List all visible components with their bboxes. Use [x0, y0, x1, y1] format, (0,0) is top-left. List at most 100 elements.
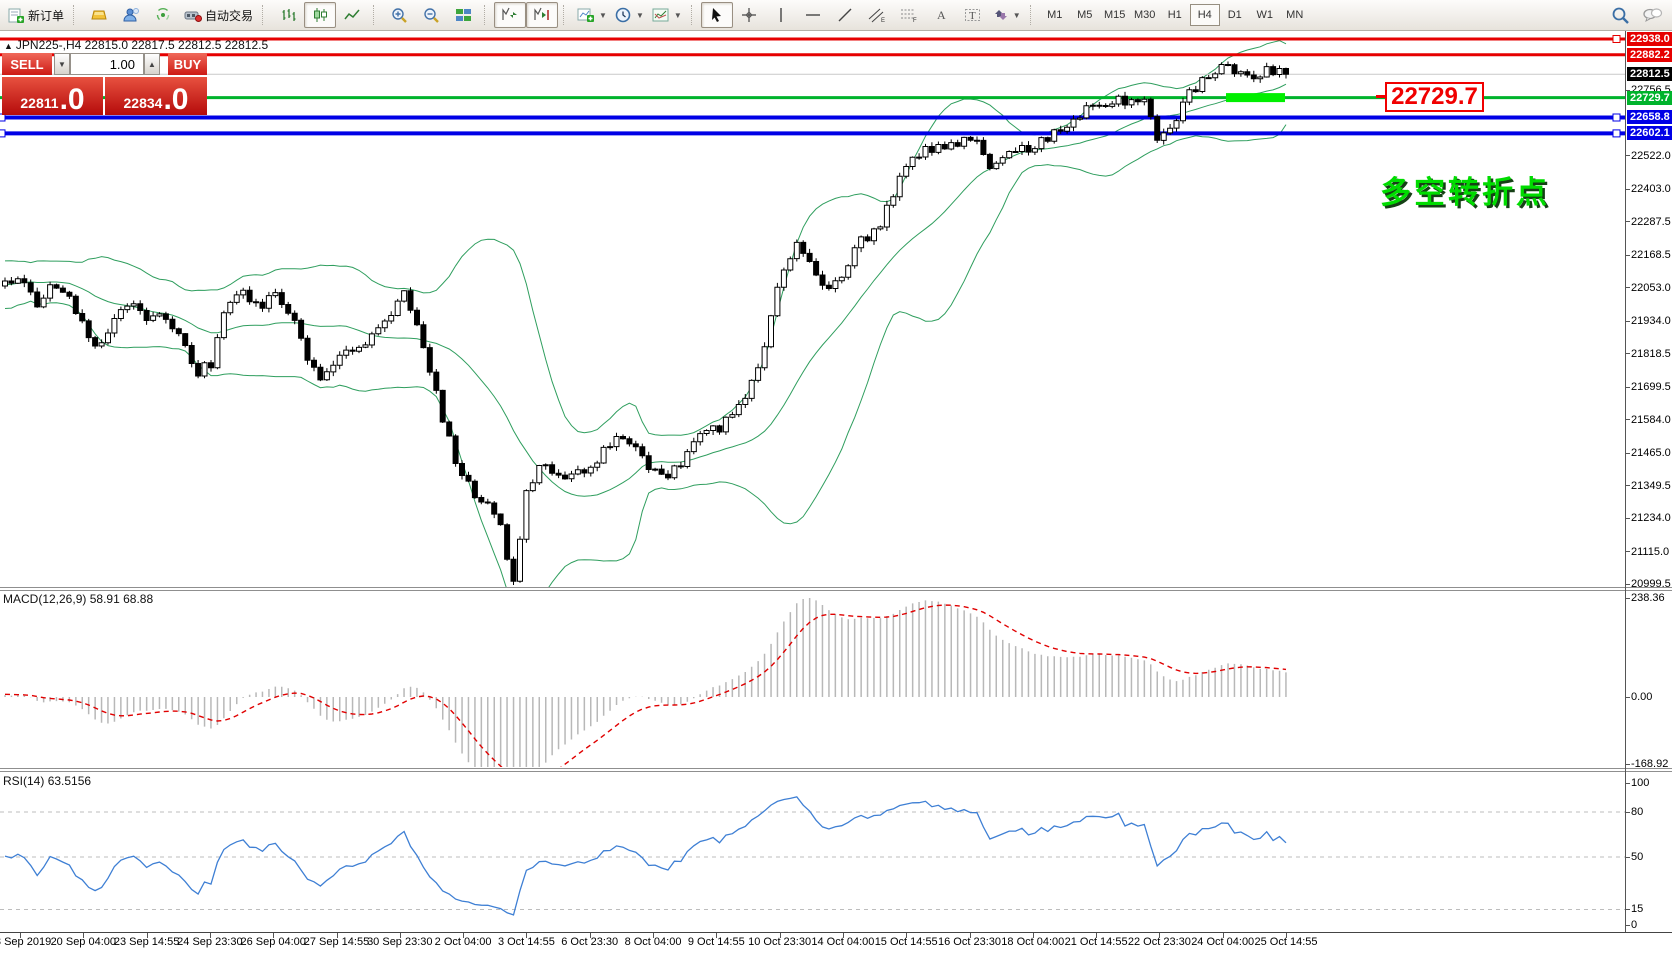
sell-button[interactable]: SELL: [2, 53, 52, 75]
tile-windows-button[interactable]: [447, 2, 479, 28]
timeframe-m30-button[interactable]: M30: [1134, 9, 1156, 21]
autotrading-label: 自动交易: [205, 8, 254, 23]
cursor-tool-button[interactable]: [700, 2, 733, 28]
chinese-annotation[interactable]: 多空转折点: [1380, 175, 1550, 211]
time-axis-label: 8 Oct 04:00: [624, 936, 682, 948]
volume-input[interactable]: [70, 53, 144, 75]
autotrading-button[interactable]: 自动交易: [179, 2, 257, 28]
timeframe-d1-button[interactable]: D1: [1227, 9, 1242, 21]
time-axis-label: 10 Oct 23:30: [748, 936, 812, 948]
arrows-icon: [994, 10, 1007, 20]
market-button[interactable]: [115, 2, 147, 28]
horizontal-lines[interactable]: [0, 37, 1625, 136]
buy-price-pips: .0: [163, 83, 189, 116]
time-axis-label: 6 Oct 23:30: [561, 936, 619, 948]
toolbar-separator: [563, 5, 570, 25]
zoom-in-button[interactable]: [383, 2, 415, 28]
panel-separator[interactable]: [0, 771, 1672, 772]
price-axis-tick: [1625, 485, 1630, 487]
time-axis-label: 23 Sep 14:55: [113, 936, 180, 948]
toolbar-separator: [690, 5, 698, 25]
timeframe-mn-button[interactable]: MN: [1286, 9, 1304, 21]
volume-decrease-button[interactable]: ▼: [54, 53, 70, 75]
price-axis-tick: [1625, 254, 1630, 256]
zoom-out-icon: [424, 7, 439, 23]
price-axis-label: 22053.0: [1631, 281, 1671, 294]
time-axis-tick: [653, 933, 654, 938]
line-handle[interactable]: [1612, 35, 1621, 43]
line-chart-icon: [343, 9, 360, 20]
sell-price-tile[interactable]: 22811.0: [2, 77, 103, 115]
macd-name: MACD(12,26,9): [3, 592, 87, 606]
toolbar-separator: [73, 5, 80, 25]
timeframe-h4-button[interactable]: H4: [1189, 4, 1220, 26]
trendline-icon: [838, 8, 852, 22]
periods-button[interactable]: ▼: [611, 2, 648, 28]
timeframe-m15-button[interactable]: M15: [1104, 9, 1126, 21]
price-axis-label: 21818.5: [1631, 347, 1671, 360]
line-price-label: 22658.8: [1627, 110, 1672, 125]
volume-increase-button[interactable]: ▲: [144, 53, 160, 75]
time-axis-tick: [1222, 933, 1224, 938]
template-button[interactable]: ▼: [648, 2, 686, 28]
price-axis-tick: [1625, 517, 1630, 519]
label-tool-button[interactable]: T: [957, 2, 989, 28]
price-callout-box[interactable]: 22729.7: [1385, 82, 1484, 112]
panel-separator[interactable]: [0, 768, 1672, 769]
line-handle[interactable]: [1612, 113, 1621, 122]
line-handle[interactable]: [1612, 129, 1621, 138]
price-axis-tick: [1625, 320, 1630, 322]
line-handle[interactable]: [0, 129, 6, 138]
auto-scroll-button[interactable]: [494, 2, 527, 28]
text-tool-button[interactable]: A: [925, 2, 957, 28]
time-axis-label: 9 Oct 14:55: [687, 936, 745, 948]
time-axis-label: 26 Sep 04:00: [240, 936, 306, 948]
zoom-out-button[interactable]: [415, 2, 447, 28]
buy-price-tile[interactable]: 22834.0: [105, 77, 207, 115]
candlestick-chart-button[interactable]: [304, 2, 337, 28]
time-axis-tick: [1159, 933, 1161, 938]
time-axis-label: 21 Oct 14:55: [1064, 936, 1128, 948]
search-button[interactable]: [1604, 2, 1636, 28]
rsi-axis-tick: [1625, 782, 1630, 784]
crosshair-tool-button[interactable]: [733, 2, 765, 28]
time-axis-tick: [209, 933, 211, 938]
chart-canvas[interactable]: [0, 31, 1672, 955]
line-chart-button[interactable]: [336, 2, 368, 28]
timeframe-m5-button[interactable]: M5: [1077, 9, 1093, 21]
add-indicator-button[interactable]: ▼: [573, 2, 611, 28]
trendline-tool-button[interactable]: [829, 2, 861, 28]
styler-button[interactable]: [83, 2, 115, 28]
buy-button[interactable]: BUY: [168, 53, 207, 75]
channel-tool-button[interactable]: E: [861, 2, 893, 28]
macd-axis-tick: [1625, 597, 1630, 599]
time-axis-tick: [526, 933, 528, 938]
panel-separator[interactable]: [0, 590, 1672, 591]
new-order-button[interactable]: 新订单: [4, 2, 68, 28]
horizontal-line-tool-button[interactable]: [797, 2, 829, 28]
time-axis-tick: [20, 933, 21, 938]
candle-wicks: [4, 61, 1287, 585]
highlight-segment[interactable]: [1226, 93, 1285, 103]
chat-button[interactable]: [1636, 2, 1668, 28]
timeframe-w1-button[interactable]: W1: [1256, 9, 1273, 21]
time-axis-label: 20 Sep 04:00: [50, 936, 117, 948]
line-price-label: 22602.1: [1627, 126, 1672, 141]
vertical-line-tool-button[interactable]: [765, 2, 797, 28]
crosshair-icon: [741, 8, 756, 22]
chart-shift-button[interactable]: [526, 2, 559, 28]
fibonacci-tool-button[interactable]: F: [893, 2, 925, 28]
bar-chart-button[interactable]: [272, 2, 304, 28]
signals-button[interactable]: [147, 2, 179, 28]
equidistant-channel-icon: E: [868, 8, 885, 23]
panel-separator[interactable]: [0, 587, 1672, 588]
arrows-tool-button[interactable]: ▼: [989, 2, 1025, 28]
timeframe-h1-button[interactable]: H1: [1167, 9, 1182, 21]
price-axis-label: 20999.5: [1631, 578, 1671, 590]
time-axis-tick: [969, 933, 971, 938]
rsi-axis-label: 50: [1631, 851, 1644, 863]
line-handle[interactable]: [0, 113, 6, 122]
timeframe-m1-button[interactable]: M1: [1047, 9, 1063, 21]
auto-scroll-icon: [502, 7, 518, 20]
